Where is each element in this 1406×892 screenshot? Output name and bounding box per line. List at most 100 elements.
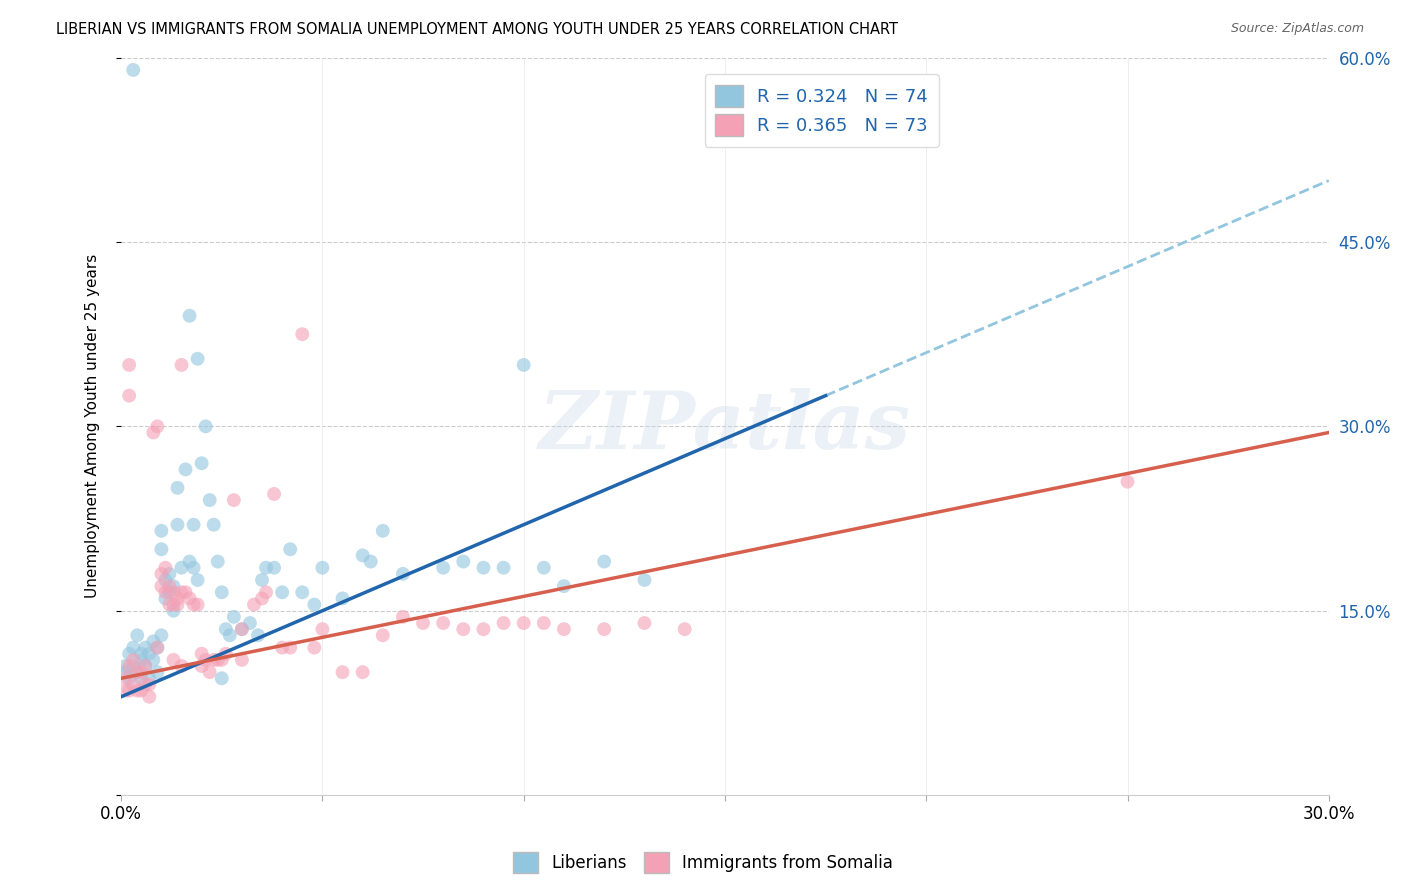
Text: Source: ZipAtlas.com: Source: ZipAtlas.com	[1230, 22, 1364, 36]
Point	[166, 591, 188, 606]
Point	[304, 598, 326, 612]
Point	[138, 671, 160, 685]
Point	[512, 358, 534, 372]
Point	[150, 566, 173, 581]
Point	[304, 640, 326, 655]
Text: LIBERIAN VS IMMIGRANTS FROM SOMALIA UNEMPLOYMENT AMONG YOUTH UNDER 25 YEARS CORR: LIBERIAN VS IMMIGRANTS FROM SOMALIA UNEM…	[56, 22, 898, 37]
Point	[553, 579, 575, 593]
Point	[170, 585, 193, 599]
Point	[179, 591, 201, 606]
Point	[166, 517, 188, 532]
Point	[263, 560, 285, 574]
Point	[593, 555, 616, 569]
Point	[250, 573, 273, 587]
Point	[122, 653, 145, 667]
Point	[211, 585, 233, 599]
Point	[198, 493, 221, 508]
Point	[118, 671, 141, 685]
Point	[311, 560, 333, 574]
Point	[162, 598, 184, 612]
Point	[231, 622, 253, 636]
Point	[392, 610, 415, 624]
Point	[412, 615, 434, 630]
Point	[254, 585, 277, 599]
Point	[472, 560, 495, 574]
Point	[146, 419, 169, 434]
Point	[166, 598, 188, 612]
Point	[553, 622, 575, 636]
Point	[360, 555, 382, 569]
Point	[142, 634, 165, 648]
Point	[187, 573, 209, 587]
Point	[243, 598, 266, 612]
Point	[129, 653, 152, 667]
Point	[150, 579, 173, 593]
Point	[150, 542, 173, 557]
Point	[633, 573, 655, 587]
Point	[271, 640, 294, 655]
Point	[194, 653, 217, 667]
Point	[134, 659, 156, 673]
Point	[122, 659, 145, 673]
Point	[162, 585, 184, 599]
Point	[593, 622, 616, 636]
Point	[246, 628, 269, 642]
Point	[134, 640, 156, 655]
Point	[159, 598, 181, 612]
Point	[183, 598, 205, 612]
Point	[174, 585, 197, 599]
Point	[278, 542, 301, 557]
Point	[254, 560, 277, 574]
Point	[127, 665, 149, 680]
Text: ZIPatlas: ZIPatlas	[538, 388, 911, 465]
Point	[129, 671, 152, 685]
Point	[118, 659, 141, 673]
Point	[138, 690, 160, 704]
Point	[187, 351, 209, 366]
Point	[162, 604, 184, 618]
Point	[159, 579, 181, 593]
Point	[352, 665, 374, 680]
Point	[250, 591, 273, 606]
Point	[492, 615, 515, 630]
Point	[162, 579, 184, 593]
Point	[146, 640, 169, 655]
Point	[138, 677, 160, 691]
Point	[673, 622, 696, 636]
Point	[633, 615, 655, 630]
Point	[179, 309, 201, 323]
Point	[291, 327, 314, 342]
Point	[332, 591, 354, 606]
Point	[432, 615, 454, 630]
Point	[118, 389, 141, 403]
Point	[311, 622, 333, 636]
Point	[263, 487, 285, 501]
Point	[239, 615, 262, 630]
Point	[207, 555, 229, 569]
Point	[127, 628, 149, 642]
Point	[1116, 475, 1139, 489]
Point	[179, 555, 201, 569]
Point	[129, 665, 152, 680]
Point	[170, 358, 193, 372]
Point	[170, 659, 193, 673]
Point	[231, 622, 253, 636]
Point	[492, 560, 515, 574]
Point	[218, 628, 240, 642]
Point	[118, 647, 141, 661]
Point	[118, 358, 141, 372]
Point	[183, 517, 205, 532]
Point	[371, 524, 394, 538]
Point	[129, 683, 152, 698]
Point	[155, 560, 177, 574]
Point	[222, 493, 245, 508]
Point	[114, 659, 136, 673]
Point	[371, 628, 394, 642]
Point	[222, 610, 245, 624]
Point	[142, 653, 165, 667]
Point	[122, 62, 145, 77]
Point	[155, 585, 177, 599]
Point	[138, 647, 160, 661]
Point	[392, 566, 415, 581]
Point	[114, 683, 136, 698]
